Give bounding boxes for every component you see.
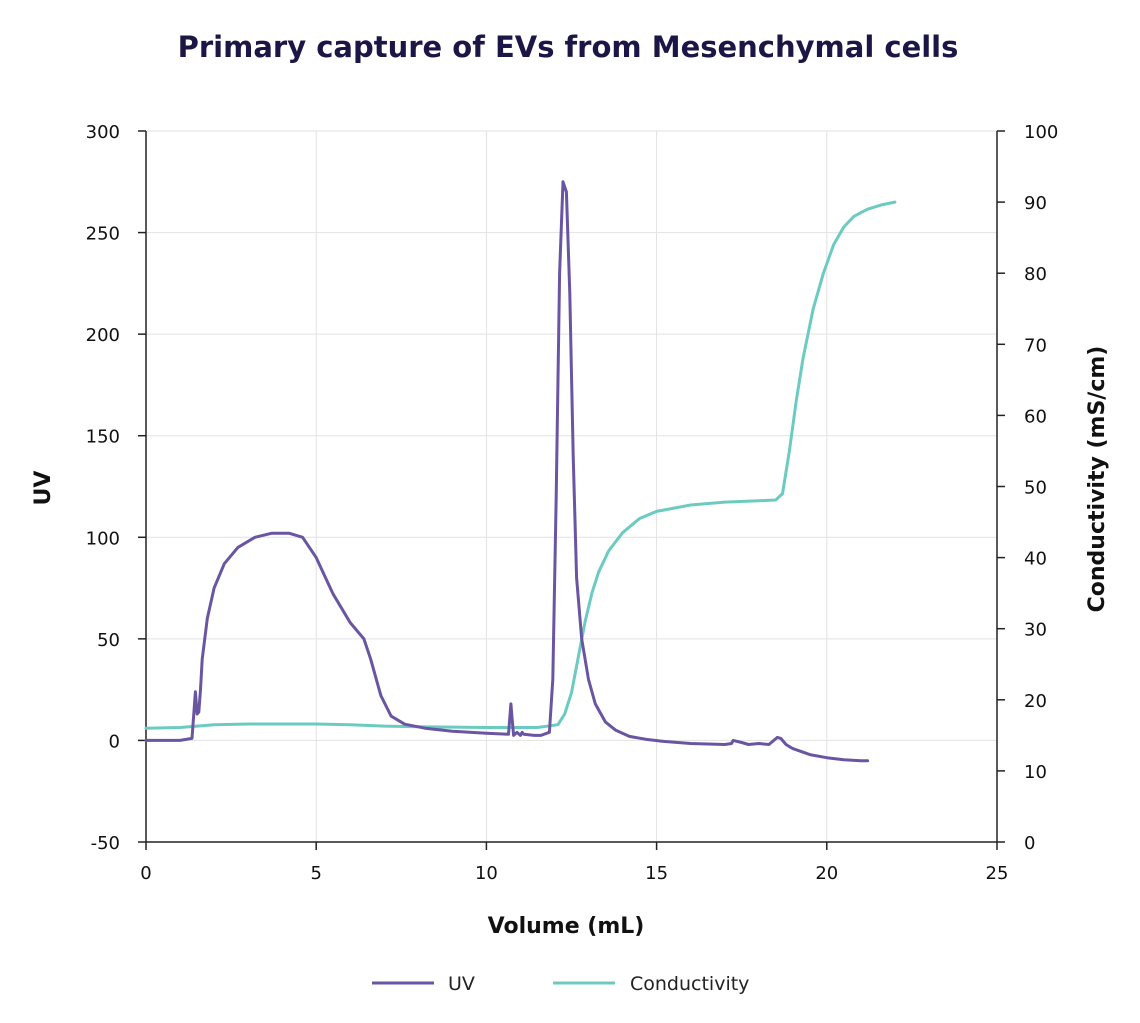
- x-tick-label: 15: [645, 863, 668, 884]
- y-tick-label: 100: [86, 528, 120, 549]
- legend-label-uv: UV: [448, 973, 475, 995]
- x-axis-title: Volume (mL): [488, 914, 645, 939]
- legend: UV Conductivity: [372, 973, 749, 995]
- grid: [146, 130, 997, 843]
- x-tick-label: 10: [475, 863, 498, 884]
- x-tick-label: 20: [815, 863, 838, 884]
- y-tick-label: 150: [86, 427, 120, 448]
- y-tick-label: 200: [86, 325, 120, 346]
- y2-tick-label: 10: [1024, 762, 1047, 783]
- y-axis-title: UV: [31, 471, 56, 506]
- y2-tick-label: 40: [1024, 549, 1047, 570]
- y-tick-label: 300: [86, 122, 120, 143]
- y-tick-label: 50: [97, 630, 120, 651]
- series-line-conductivity: [144, 200, 897, 730]
- y2-tick-label: 70: [1024, 335, 1047, 356]
- y2-tick-label: 0: [1024, 833, 1035, 854]
- y2-tick-label: 30: [1024, 620, 1047, 641]
- y-tick-label: 0: [109, 731, 120, 752]
- y2-tick-label: 80: [1024, 264, 1047, 285]
- y-tick-label: 250: [86, 224, 120, 245]
- y2-tick-label: 60: [1024, 406, 1047, 427]
- x-tick-label: 25: [986, 863, 1009, 884]
- x-tick-label: 0: [140, 863, 151, 884]
- y2-tick-label: 100: [1024, 122, 1058, 143]
- tick-labels: 0 5 10 15 20 25 -50 0 50 100 150 200 250 300 0 10 20 30 40…: [86, 122, 1059, 884]
- y2-tick-label: 50: [1024, 478, 1047, 499]
- legend-label-conductivity: Conductivity: [630, 973, 749, 995]
- y2-axis-title: Conductivity (mS/cm): [1085, 346, 1110, 613]
- series-layer: [144, 180, 897, 763]
- x-tick-label: 5: [310, 863, 321, 884]
- y-tick-label: -50: [91, 833, 120, 854]
- chart-title: Primary capture of EVs from Mesenchymal …: [178, 30, 959, 64]
- y2-tick-label: 90: [1024, 193, 1047, 214]
- y2-tick-label: 20: [1024, 691, 1047, 712]
- series-line-uv: [144, 180, 870, 763]
- axes: [138, 130, 1005, 850]
